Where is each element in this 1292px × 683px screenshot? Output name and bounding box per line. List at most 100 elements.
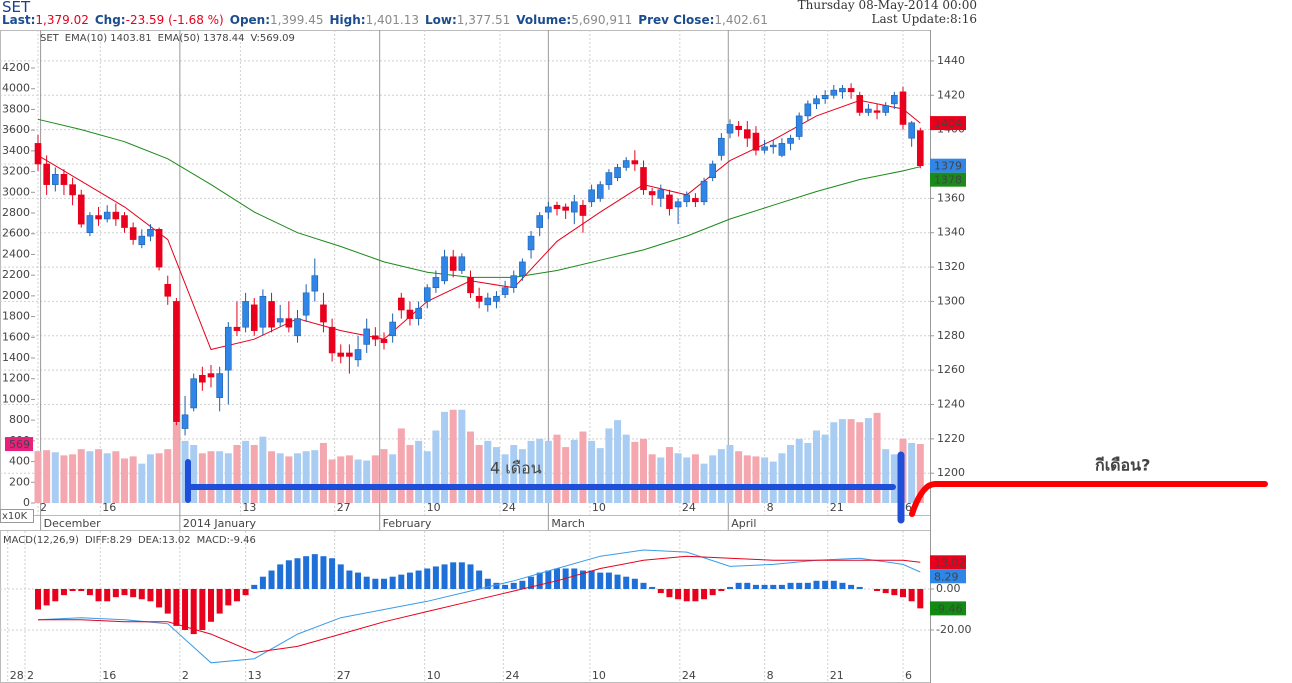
candle-body (346, 352, 353, 357)
candle-body (873, 110, 881, 113)
macd-bar (156, 588, 163, 608)
candle-body (579, 204, 587, 216)
volume-bar (423, 451, 431, 503)
y2-tick-label: 2600 (2, 227, 30, 240)
volume-bar (665, 447, 673, 503)
quote-label: Prev Close: (638, 13, 715, 27)
volume-bar (821, 434, 829, 503)
volume-bar (787, 445, 795, 503)
y-tick-label: 1360 (937, 191, 965, 204)
candle-body (692, 198, 699, 203)
candle-body (354, 349, 362, 361)
candle-body (778, 143, 786, 156)
candle-body (181, 414, 189, 429)
macd-bar (579, 570, 586, 589)
volume-bar (34, 451, 42, 503)
volume-bar (735, 451, 743, 503)
candle-body (475, 295, 483, 302)
volume-badge-label: 569 (9, 438, 30, 451)
candle-body (77, 194, 85, 225)
candle-body (493, 295, 500, 302)
badge-label: 13.02 (934, 556, 966, 569)
macd-bar (415, 570, 422, 589)
macd-bar (709, 588, 716, 596)
macd-bar (519, 580, 526, 589)
volume-bar (77, 449, 85, 503)
candle-body (415, 308, 422, 319)
volume-bar (769, 461, 777, 503)
volume-bar (864, 418, 872, 503)
x-tick-label: 13 (248, 669, 262, 682)
price-badge (930, 569, 966, 584)
candle-body (683, 194, 691, 203)
candle-body (138, 235, 146, 246)
volume-bar (778, 453, 786, 503)
macd-bar (355, 572, 362, 589)
volume-bar (761, 457, 769, 503)
volume-bar (51, 452, 59, 503)
volume-bar (121, 458, 128, 503)
volume-bar (536, 438, 544, 503)
macd-bar (182, 588, 189, 630)
volume-bar (458, 409, 466, 503)
volume-bar (69, 454, 77, 503)
volume-bar (544, 440, 552, 503)
candle-body (614, 167, 621, 179)
candle-body (397, 297, 405, 311)
macd-bar (303, 556, 310, 589)
price-badge (930, 601, 966, 616)
price-badge (930, 172, 966, 187)
macd-bar (424, 568, 431, 589)
volume-bar (164, 449, 172, 503)
macd-bar (640, 582, 647, 589)
candle-body (69, 184, 76, 196)
candle-body (570, 201, 578, 213)
macd-bar (259, 576, 266, 589)
macd-bar (346, 570, 353, 589)
badge-label: -9.46 (934, 602, 962, 615)
y-tick-label: -20.00 (936, 623, 971, 636)
legend-entry: V:569.09 (251, 33, 295, 44)
macd-bar (121, 588, 128, 596)
candle-body (458, 256, 466, 271)
x-tick-label: 13 (242, 501, 256, 514)
last-update: Last Update:8:16 (871, 12, 977, 26)
annotation: กีเดือน? (1095, 456, 1151, 475)
macd-line (38, 555, 921, 654)
y2-tick-label: 4000 (2, 82, 30, 95)
candle-body (700, 180, 708, 203)
macd-bar (683, 588, 690, 602)
volume-bar (337, 456, 345, 503)
volume-bar (804, 442, 812, 503)
macd-bar (173, 588, 180, 626)
volume-bar (112, 451, 120, 503)
macd-bar (52, 588, 59, 602)
volume-bar (86, 451, 94, 503)
macd-bar (251, 584, 258, 589)
macd-bar (588, 570, 595, 589)
volume-bar (908, 442, 916, 503)
candle-body (51, 174, 59, 185)
candle-body (666, 194, 673, 209)
macd-bar (752, 584, 759, 589)
candle-body (103, 211, 111, 220)
macd-bar (822, 580, 829, 589)
macd-bar (614, 574, 621, 589)
volume-bar (172, 422, 180, 503)
candle-body (294, 318, 301, 337)
macd-bar (86, 588, 93, 596)
volume-bar (319, 442, 327, 503)
volume-bar (380, 449, 388, 503)
candle-body (891, 94, 898, 105)
volume-bar (847, 419, 855, 503)
quote-label: Volume: (516, 13, 572, 27)
candle-body (467, 277, 474, 294)
candle-body (311, 275, 319, 292)
macd-bar (363, 576, 370, 589)
macd-bar (216, 588, 223, 614)
candle-body (432, 277, 440, 288)
annotation-arrow (909, 481, 1268, 517)
y2-tick-label: 800 (9, 413, 30, 426)
macd-bar (311, 554, 318, 589)
y2-tick-label: 1200 (2, 372, 30, 385)
